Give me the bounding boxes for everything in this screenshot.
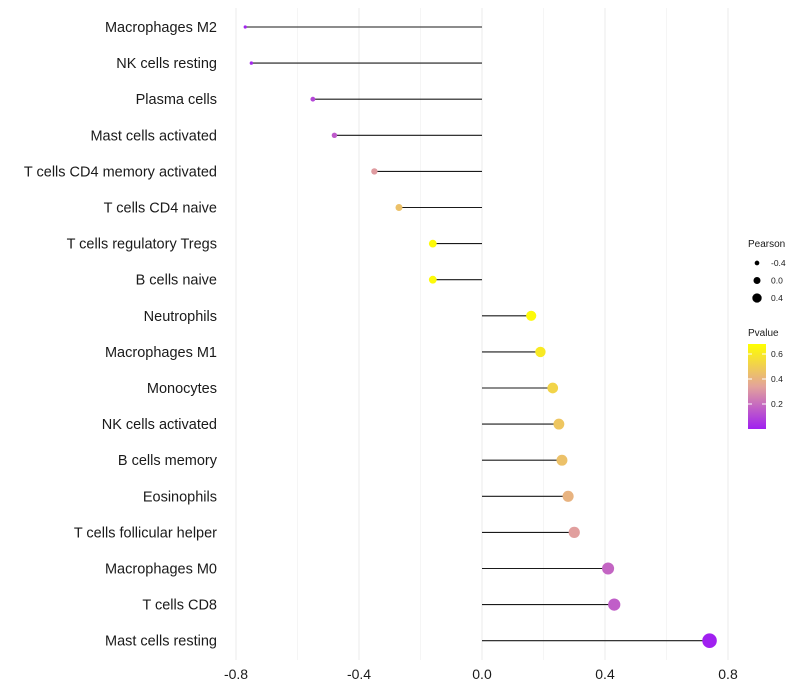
data-point: [310, 96, 316, 102]
category-label: T cells CD4 memory activated: [24, 164, 217, 180]
legend-size-dot: [754, 260, 760, 266]
category-label: B cells memory: [118, 453, 218, 469]
x-tick-labels: -0.8 -0.4 0.0 0.4 0.8: [224, 666, 738, 682]
legend-colorbar: [748, 344, 766, 429]
category-label: B cells naive: [136, 273, 217, 289]
data-point: [556, 454, 568, 466]
legend-size-dot: [752, 293, 762, 303]
legend: Pearson -0.4 0.0 0.4 Pvalue 0.6 0.4 0.2: [748, 239, 786, 429]
legend-size-dot: [753, 276, 761, 285]
category-label: T cells follicular helper: [74, 525, 217, 541]
category-label: Eosinophils: [143, 489, 217, 505]
data-point: [568, 526, 580, 539]
legend-size-items: -0.4 0.0 0.4: [752, 258, 786, 303]
category-label: Monocytes: [147, 381, 217, 397]
data-point: [371, 168, 378, 175]
legend-size-label: -0.4: [771, 258, 786, 268]
grid-lines: [235, 8, 729, 660]
category-label: Macrophages M1: [105, 345, 217, 361]
category-label: NK cells activated: [102, 417, 217, 433]
category-label: Macrophages M2: [105, 20, 217, 36]
x-tick-label: 0.4: [595, 666, 615, 682]
data-point: [249, 61, 254, 65]
category-label: T cells regulatory Tregs: [67, 237, 217, 253]
x-tick-label: 0.0: [472, 666, 492, 682]
category-labels: Macrophages M2 NK cells resting Plasma cel…: [24, 20, 218, 650]
data-point: [553, 418, 565, 430]
legend-size-label: 0.0: [771, 276, 783, 286]
legend-color-label: 0.2: [771, 399, 783, 409]
x-tick-label: -0.8: [224, 666, 248, 682]
legend-size-title: Pearson: [748, 239, 785, 250]
x-tick-label: 0.8: [718, 666, 738, 682]
data-point: [702, 633, 717, 648]
data-point: [395, 204, 403, 211]
category-label: Plasma cells: [136, 92, 217, 108]
data-point: [526, 310, 537, 321]
lollipop-stems: [245, 26, 710, 642]
data-point: [331, 132, 338, 138]
legend-color-label: 0.4: [771, 374, 783, 384]
category-label: Neutrophils: [144, 309, 217, 325]
data-point: [428, 239, 437, 248]
legend-color-label: 0.6: [771, 349, 783, 359]
data-point: [602, 562, 615, 575]
data-point: [243, 25, 247, 29]
category-label: Macrophages M0: [105, 562, 217, 578]
data-point: [547, 382, 559, 394]
category-label: NK cells resting: [116, 56, 217, 72]
data-point: [562, 490, 574, 502]
legend-color-title: Pvalue: [748, 328, 779, 339]
category-label: T cells CD4 naive: [104, 201, 217, 217]
lollipop-dots: [243, 25, 717, 648]
legend-color-items: 0.6 0.4 0.2: [748, 349, 783, 409]
category-label: T cells CD8: [142, 598, 217, 614]
x-tick-label: -0.4: [347, 666, 371, 682]
legend-size-label: 0.4: [771, 293, 783, 303]
category-label: Mast cells activated: [90, 128, 217, 144]
category-label: Mast cells resting: [105, 634, 217, 650]
data-point: [608, 598, 621, 611]
data-point: [428, 275, 437, 284]
data-point: [535, 346, 546, 358]
